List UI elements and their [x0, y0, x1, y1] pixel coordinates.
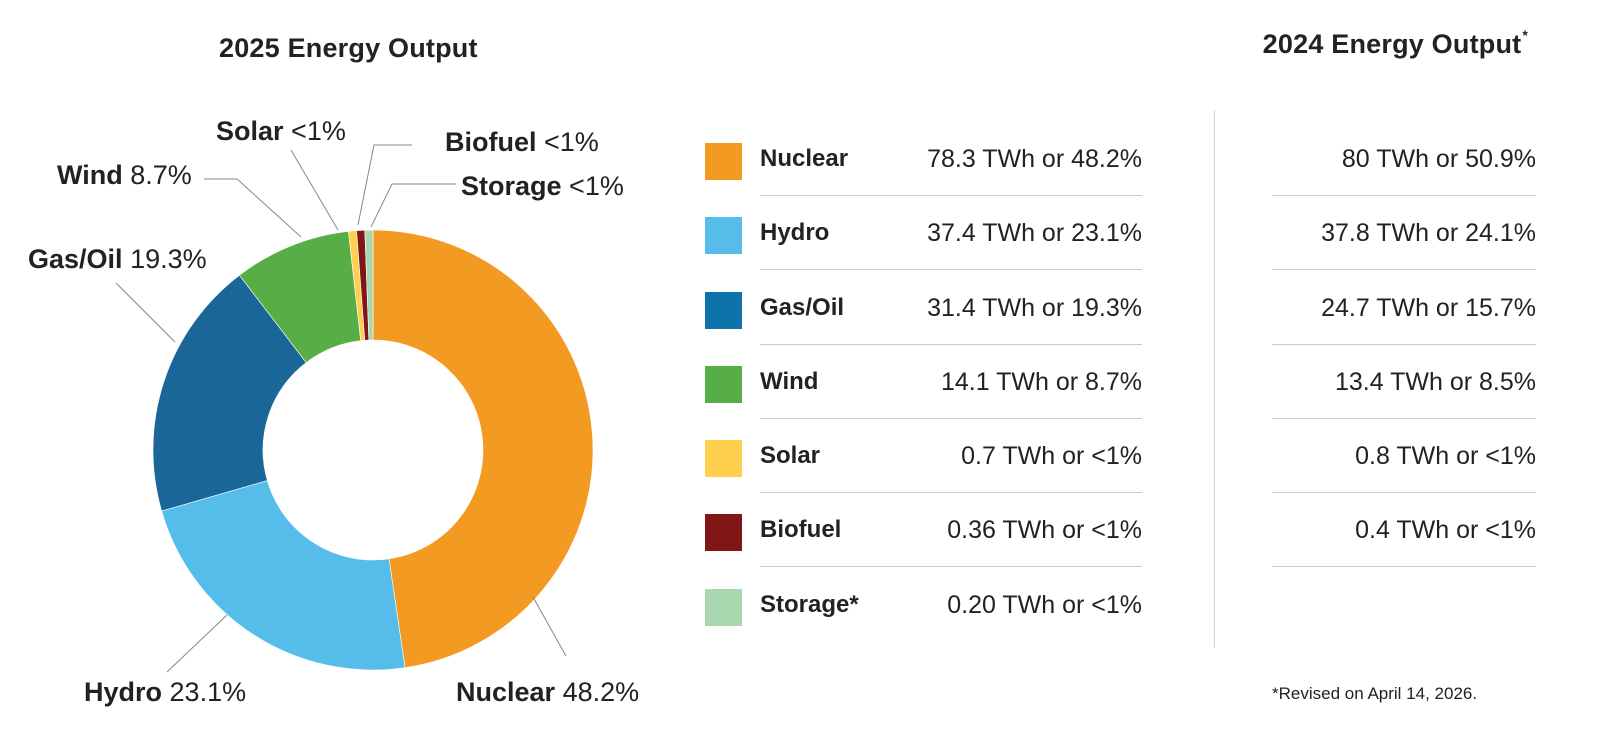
row-value: 37.8 TWh or 24.1% [1321, 219, 1536, 247]
callout-wind: Wind 8.7% [57, 160, 192, 191]
callout-gas-oil-name: Gas/Oil [28, 244, 123, 274]
table-2025-row-wind: Wind 14.1 TWh or 8.7% [705, 349, 1142, 419]
row-value: 0.36 TWh or <1% [947, 516, 1142, 544]
column-title-2024: 2024 Energy Output* [1262, 27, 1528, 60]
callout-storage-name: Storage [461, 171, 562, 201]
row-label: Wind [760, 368, 819, 395]
table-2025-row-storage: Storage* 0.20 TWh or <1% [705, 572, 1142, 642]
row-divider [760, 195, 1142, 196]
row-value: 78.3 TWh or 48.2% [927, 145, 1142, 173]
row-value: 37.4 TWh or 23.1% [927, 219, 1142, 247]
storage-swatch [705, 589, 742, 626]
table-2024-row-solar: 0.8 TWh or <1% [1272, 423, 1536, 493]
table-2024-row-biofuel: 0.4 TWh or <1% [1272, 497, 1536, 567]
table-2024-row-hydro: 37.8 TWh or 24.1% [1272, 200, 1536, 270]
footnote: *Revised on April 14, 2026. [1272, 684, 1478, 703]
row-divider [1272, 269, 1536, 270]
row-value: 31.4 TWh or 19.3% [927, 294, 1142, 322]
chart-title-2025: 2025 Energy Output [219, 33, 478, 63]
table-2025-row-solar: Solar 0.7 TWh or <1% [705, 423, 1142, 493]
callout-nuclear-pct: 48.2% [562, 677, 640, 707]
row-value: 80 TWh or 50.9% [1341, 145, 1536, 173]
callout-biofuel-name: Biofuel [445, 127, 537, 157]
callout-wind-name: Wind [57, 160, 123, 190]
wind-swatch [705, 366, 742, 403]
revision-marker: * [1522, 27, 1528, 43]
slice-storage [364, 229, 374, 341]
callout-gas-oil-pct: 19.3% [130, 244, 207, 274]
callout-hydro: Hydro 23.1% [84, 677, 246, 708]
table-2025-row-gas-oil: Gas/Oil 31.4 TWh or 19.3% [705, 275, 1142, 345]
slice-gas-oil [152, 274, 307, 512]
column-title-2024-text: 2024 Energy Output [1262, 29, 1522, 59]
callout-storage: Storage <1% [461, 171, 624, 202]
row-label: Biofuel [760, 516, 842, 543]
callout-solar: Solar <1% [216, 116, 346, 147]
row-divider [1272, 418, 1536, 419]
callout-hydro-name: Hydro [84, 677, 163, 707]
row-divider [760, 344, 1142, 345]
row-divider [1272, 195, 1536, 196]
callout-hydro-pct: 23.1% [169, 677, 247, 707]
table-2024-row-wind: 13.4 TWh or 8.5% [1272, 349, 1536, 419]
row-label: Nuclear [760, 145, 849, 172]
row-divider [760, 492, 1142, 493]
callout-biofuel: Biofuel <1% [445, 127, 599, 158]
table-2024-row-gas-oil: 24.7 TWh or 15.7% [1272, 275, 1536, 345]
leader-solar [290, 149, 339, 231]
callout-solar-pct: <1% [291, 116, 346, 146]
row-divider [760, 566, 1142, 567]
row-divider [1272, 566, 1536, 567]
leader-gas-oil [115, 282, 176, 343]
callout-storage-pct: <1% [569, 171, 624, 201]
row-label: Storage* [760, 591, 859, 618]
row-value: 0.4 TWh or <1% [1355, 516, 1536, 544]
row-value: 14.1 TWh or 8.7% [940, 368, 1142, 396]
row-value: 0.20 TWh or <1% [947, 591, 1142, 619]
row-label: Solar [760, 442, 821, 469]
leader-nuclear [532, 596, 567, 657]
slice-nuclear [372, 229, 594, 668]
callout-biofuel-pct: <1% [544, 127, 599, 157]
slice-hydro [161, 480, 406, 671]
solar-swatch [705, 440, 742, 477]
row-divider [1272, 344, 1536, 345]
table-2025-row-nuclear: Nuclear 78.3 TWh or 48.2% [705, 126, 1142, 196]
row-divider [1272, 492, 1536, 493]
row-value: 13.4 TWh or 8.5% [1334, 368, 1536, 396]
row-label: Hydro [760, 219, 830, 246]
nuclear-swatch [705, 143, 742, 180]
column-divider [1214, 110, 1215, 648]
row-label: Gas/Oil [760, 294, 845, 321]
callout-nuclear: Nuclear 48.2% [456, 677, 639, 708]
row-value: 24.7 TWh or 15.7% [1321, 294, 1536, 322]
row-divider [760, 418, 1142, 419]
table-2024-row-nuclear: 80 TWh or 50.9% [1272, 126, 1536, 196]
callout-solar-name: Solar [216, 116, 284, 146]
row-value: 0.7 TWh or <1% [961, 442, 1142, 470]
leader-wind [204, 178, 302, 238]
row-divider [760, 269, 1142, 270]
gas-oil-swatch [705, 292, 742, 329]
table-2025-row-hydro: Hydro 37.4 TWh or 23.1% [705, 200, 1142, 270]
callout-nuclear-name: Nuclear [456, 677, 556, 707]
leader-storage [370, 183, 456, 228]
callout-gas-oil: Gas/Oil 19.3% [28, 244, 207, 275]
biofuel-swatch [705, 514, 742, 551]
callout-wind-pct: 8.7% [130, 160, 192, 190]
table-2025-row-biofuel: Biofuel 0.36 TWh or <1% [705, 497, 1142, 567]
leader-hydro [166, 614, 228, 673]
row-value: 0.8 TWh or <1% [1355, 442, 1536, 470]
leader-biofuel [357, 144, 412, 226]
hydro-swatch [705, 217, 742, 254]
